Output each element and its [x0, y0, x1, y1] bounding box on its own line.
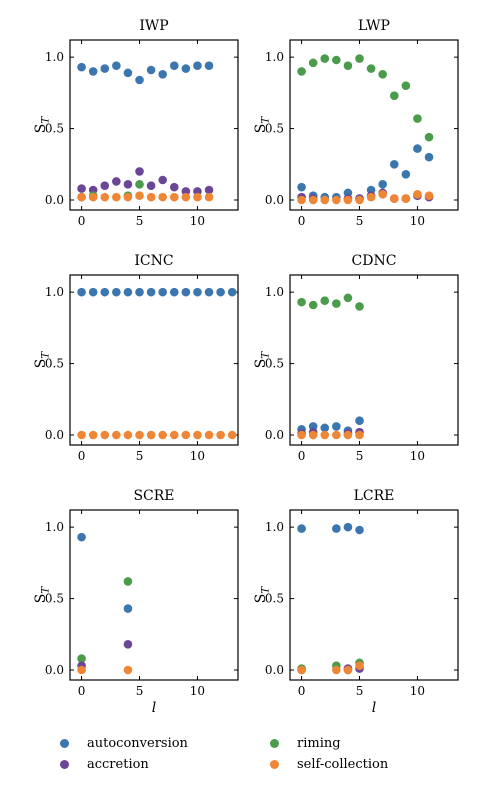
- panel-title: LCRE: [290, 488, 458, 504]
- svg-text:0.0: 0.0: [45, 428, 64, 442]
- panel-cdnc: CDNCST05100.00.51.0: [290, 275, 458, 445]
- svg-text:10: 10: [410, 214, 425, 228]
- svg-text:10: 10: [410, 684, 425, 698]
- svg-text:5: 5: [356, 449, 364, 463]
- x-axis-label: l: [70, 700, 238, 716]
- panel-icnc: ICNCST05100.00.51.0: [70, 275, 238, 445]
- svg-text:0: 0: [298, 684, 306, 698]
- svg-text:1.0: 1.0: [265, 50, 284, 64]
- svg-text:1.0: 1.0: [45, 285, 64, 299]
- svg-text:10: 10: [190, 449, 205, 463]
- svg-text:5: 5: [356, 214, 364, 228]
- legend-marker-icon: [270, 739, 279, 748]
- svg-text:0.5: 0.5: [265, 592, 284, 606]
- svg-text:5: 5: [136, 684, 144, 698]
- svg-text:5: 5: [136, 214, 144, 228]
- svg-text:0.0: 0.0: [265, 428, 284, 442]
- panel-title: CDNC: [290, 253, 458, 269]
- svg-text:1.0: 1.0: [45, 50, 64, 64]
- svg-text:5: 5: [356, 684, 364, 698]
- panel-lcre: LCRESTl05100.00.51.0: [290, 510, 458, 680]
- svg-text:0.5: 0.5: [45, 122, 64, 136]
- svg-text:0.5: 0.5: [45, 357, 64, 371]
- svg-text:0.0: 0.0: [265, 193, 284, 207]
- svg-text:0.0: 0.0: [265, 663, 284, 677]
- svg-text:0.5: 0.5: [265, 357, 284, 371]
- plot-area: 05100.00.51.0: [70, 40, 238, 210]
- panel-title: SCRE: [70, 488, 238, 504]
- svg-text:10: 10: [190, 214, 205, 228]
- legend-label: accretion: [87, 757, 149, 772]
- panel-iwp: IWPST05100.00.51.0: [70, 40, 238, 210]
- svg-text:10: 10: [190, 684, 205, 698]
- svg-text:0: 0: [78, 214, 86, 228]
- legend-marker-icon: [270, 760, 279, 769]
- panel-title: IWP: [70, 18, 238, 34]
- svg-text:1.0: 1.0: [45, 520, 64, 534]
- svg-text:0.5: 0.5: [265, 122, 284, 136]
- legend-item-autoconversion: autoconversion: [60, 736, 230, 751]
- legend: autoconversion riming accretion self-collec…: [0, 730, 500, 772]
- plot-area: 05100.00.51.0: [70, 275, 238, 445]
- panel-lwp: LWPST05100.00.51.0: [290, 40, 458, 210]
- panel-title: LWP: [290, 18, 458, 34]
- legend-label: riming: [297, 736, 341, 751]
- panel-scre: SCRESTl05100.00.51.0: [70, 510, 238, 680]
- legend-item-riming: riming: [270, 736, 440, 751]
- svg-text:5: 5: [136, 449, 144, 463]
- legend-item-accretion: accretion: [60, 757, 230, 772]
- svg-text:0: 0: [298, 214, 306, 228]
- svg-text:0.0: 0.0: [45, 193, 64, 207]
- plot-area: 05100.00.51.0: [290, 510, 458, 680]
- plot-area: 05100.00.51.0: [290, 40, 458, 210]
- x-axis-label: l: [290, 700, 458, 716]
- legend-marker-icon: [60, 739, 69, 748]
- legend-marker-icon: [60, 760, 69, 769]
- panel-title: ICNC: [70, 253, 238, 269]
- svg-text:0: 0: [298, 449, 306, 463]
- figure: IWPST05100.00.51.0 LWPST05100.00.51.0 ICNC…: [0, 0, 500, 795]
- svg-text:1.0: 1.0: [265, 285, 284, 299]
- legend-item-self-collection: self-collection: [270, 757, 440, 772]
- svg-text:0: 0: [78, 449, 86, 463]
- plot-area: 05100.00.51.0: [290, 275, 458, 445]
- svg-text:0.5: 0.5: [45, 592, 64, 606]
- plot-area: 05100.00.51.0: [70, 510, 238, 680]
- legend-label: self-collection: [297, 757, 388, 772]
- svg-text:0.0: 0.0: [45, 663, 64, 677]
- svg-text:0: 0: [78, 684, 86, 698]
- svg-text:10: 10: [410, 449, 425, 463]
- svg-text:1.0: 1.0: [265, 520, 284, 534]
- legend-label: autoconversion: [87, 736, 188, 751]
